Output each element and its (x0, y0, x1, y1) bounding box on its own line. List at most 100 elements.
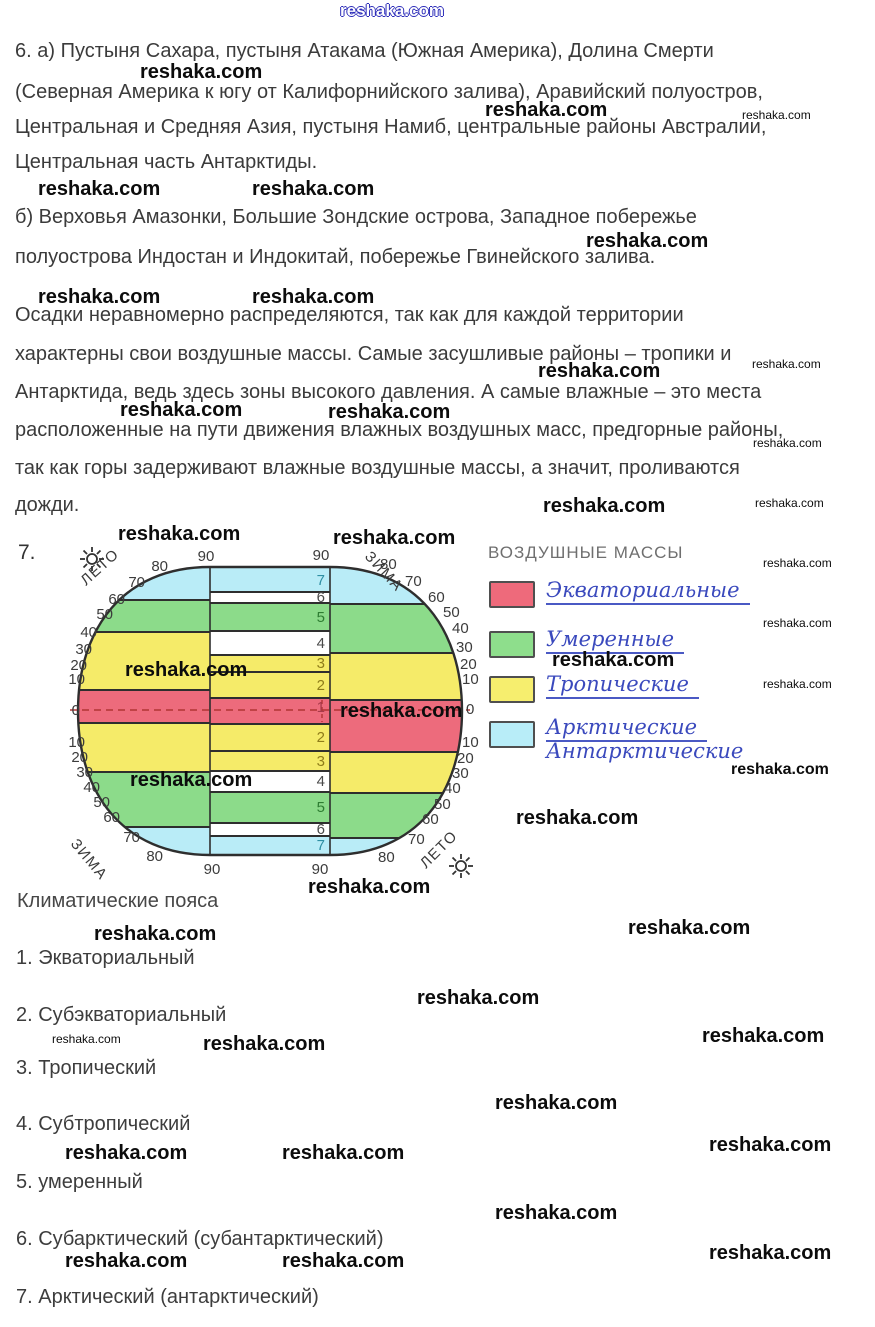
watermark: reshaka.com (252, 286, 375, 308)
latitude-label-40: 40 (444, 780, 461, 797)
left-band-yellow (78, 723, 210, 772)
latitude-label-10: 10 (462, 671, 479, 688)
watermark: reshaka.com (485, 99, 608, 121)
watermark: reshaka.com (340, 1, 444, 20)
legend-label: Экваториальные (546, 580, 750, 605)
watermark: reshaka.com (38, 178, 161, 200)
left-band-red (78, 690, 210, 723)
latitude-label-50: 50 (96, 606, 113, 623)
latitude-label-30: 30 (452, 765, 469, 782)
watermark: reshaka.com (203, 1033, 326, 1055)
answer6-line-7: Осадки неравномерно распределяются, так … (15, 304, 684, 326)
legend-color-swatch (489, 581, 535, 608)
watermark: reshaka.com (140, 61, 263, 83)
latitude-label-50: 50 (93, 794, 110, 811)
latitude-label-0: 0 (466, 701, 474, 718)
strip-band-yellow (210, 724, 330, 751)
latitude-label-70: 70 (123, 829, 140, 846)
watermark: reshaka.com (709, 1242, 832, 1264)
latitude-label-80: 80 (146, 848, 163, 865)
watermark: reshaka.com (543, 495, 666, 517)
strip-band-green (210, 792, 330, 823)
zone-number-6: 6 (317, 589, 325, 606)
watermark: reshaka.com (731, 761, 829, 778)
answer6-line-12: дожди. (15, 494, 80, 516)
legend-label: Антарктические (546, 739, 744, 763)
watermark: reshaka.com (94, 923, 217, 945)
watermark: reshaka.com (628, 917, 751, 939)
sun-ray (96, 563, 102, 569)
zone-number-2: 2 (317, 677, 325, 694)
legend-color-swatch (489, 631, 535, 658)
watermark: reshaka.com (752, 357, 821, 371)
watermark: reshaka.com (125, 659, 248, 681)
watermark: reshaka.com (328, 401, 451, 423)
legend-label: Арктические (546, 717, 708, 742)
climate-belt-item-1: 1. Экваториальный (16, 947, 195, 969)
latitude-label-40: 40 (80, 624, 97, 641)
latitude-label-30: 30 (75, 641, 92, 658)
zone-number-1: 1 (317, 699, 325, 716)
climate-belt-item-4: 4. Субтропический (16, 1113, 191, 1135)
watermark: reshaka.com (495, 1092, 618, 1114)
latitude-label-90: 90 (204, 861, 221, 878)
zone-number-3: 3 (317, 753, 325, 770)
latitude-label-40: 40 (452, 620, 469, 637)
answer6-line-3: Центральная и Средняя Азия, пустыня Нами… (15, 116, 767, 138)
right-band-yellow (330, 752, 462, 793)
climate-belt-item-5: 5. умеренный (16, 1171, 143, 1193)
latitude-label-50: 50 (443, 604, 460, 621)
zone-number-3: 3 (317, 655, 325, 672)
latitude-label-90: 90 (198, 548, 215, 565)
watermark: reshaka.com (308, 876, 431, 898)
strip-band-red (210, 698, 330, 724)
legend-title: ВОЗДУШНЫЕ МАССЫ (488, 543, 684, 562)
sun-core (455, 860, 467, 872)
zone-number-5: 5 (317, 799, 325, 816)
season-label-зима: ЗИМА (67, 836, 111, 880)
right-band-yellow (330, 653, 462, 700)
latitude-label-20: 20 (457, 750, 474, 767)
watermark: reshaka.com (340, 700, 463, 722)
watermark: reshaka.com (65, 1250, 188, 1272)
latitude-label-20: 20 (460, 656, 477, 673)
answer6-line-2: (Северная Америка к югу от Калифорнийско… (15, 81, 763, 103)
latitude-label-60: 60 (108, 591, 125, 608)
watermark: reshaka.com (282, 1250, 405, 1272)
strip-band-cyan (210, 567, 330, 592)
zone-number-2: 2 (317, 729, 325, 746)
latitude-label-10: 10 (68, 671, 85, 688)
legend-label: Тропические (546, 674, 699, 699)
watermark: reshaka.com (552, 649, 675, 671)
sun-ray (451, 870, 457, 876)
latitude-label-50: 50 (434, 796, 451, 813)
latitude-label-70: 70 (405, 573, 422, 590)
latitude-label-80: 80 (378, 849, 395, 866)
legend-label: Умеренные (546, 629, 685, 654)
latitude-label-40: 40 (83, 779, 100, 796)
climate-belt-item-7: 7. Арктический (антарктический) (16, 1286, 319, 1308)
watermark: reshaka.com (65, 1142, 188, 1164)
latitude-label-60: 60 (422, 811, 439, 828)
watermark: reshaka.com (118, 523, 241, 545)
zone-number-7: 7 (317, 837, 325, 854)
watermark: reshaka.com (763, 556, 832, 570)
latitude-label-60: 60 (103, 809, 120, 826)
sun-icon (449, 854, 473, 878)
sun-ray (451, 856, 457, 862)
globe-outline (76, 565, 464, 857)
climate-belts-caption: Климатические пояса (17, 890, 219, 912)
equator-line (70, 700, 470, 722)
answer6-line-5: б) Верховья Амазонки, Большие Зондские о… (15, 206, 697, 228)
sun-ray (82, 549, 88, 555)
watermark: reshaka.com (763, 616, 832, 630)
sun-core (86, 553, 98, 565)
meridian-lines (209, 567, 331, 855)
zone-number-4: 4 (317, 635, 325, 652)
latitude-label-10: 10 (68, 734, 85, 751)
latitude-label-20: 20 (70, 657, 87, 674)
strip-band-white (210, 771, 330, 792)
watermark: reshaka.com (495, 1202, 618, 1224)
